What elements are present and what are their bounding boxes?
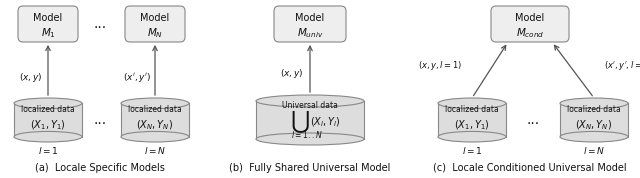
Text: ...: ... <box>527 113 540 127</box>
Text: $l = N$: $l = N$ <box>144 145 166 156</box>
Ellipse shape <box>256 95 364 107</box>
Ellipse shape <box>438 98 506 109</box>
Bar <box>560 103 628 137</box>
Text: ...: ... <box>93 17 107 31</box>
Bar <box>14 103 82 137</box>
Text: ...: ... <box>93 113 107 127</box>
Text: localized data: localized data <box>445 104 499 114</box>
Bar <box>438 103 506 137</box>
Text: Model: Model <box>296 13 324 23</box>
Ellipse shape <box>438 131 506 142</box>
Text: $(X_l, Y_l)$: $(X_l, Y_l)$ <box>310 115 340 129</box>
Text: $M_N$: $M_N$ <box>147 26 163 40</box>
Text: (b)  Fully Shared Universal Model: (b) Fully Shared Universal Model <box>229 163 390 173</box>
Text: (a)  Locale Specific Models: (a) Locale Specific Models <box>35 163 165 173</box>
Ellipse shape <box>14 131 82 142</box>
FancyBboxPatch shape <box>274 6 346 42</box>
Text: $l = 1$: $l = 1$ <box>38 145 58 156</box>
Text: $l = 1$: $l = 1$ <box>461 145 483 156</box>
Text: localized data: localized data <box>567 104 621 114</box>
Text: $(X_N, Y_N)$: $(X_N, Y_N)$ <box>136 118 173 132</box>
Text: $l = N$: $l = N$ <box>583 145 605 156</box>
Text: $(x, y)$: $(x, y)$ <box>280 67 304 80</box>
Ellipse shape <box>256 133 364 145</box>
Ellipse shape <box>121 98 189 109</box>
Ellipse shape <box>560 98 628 109</box>
Text: $\bigcup$: $\bigcup$ <box>290 109 310 135</box>
Bar <box>256 101 364 139</box>
Text: $M_1$: $M_1$ <box>40 26 56 40</box>
Text: (c)  Locale Conditioned Universal Model: (c) Locale Conditioned Universal Model <box>433 163 627 173</box>
FancyBboxPatch shape <box>491 6 569 42</box>
Text: Universal data: Universal data <box>282 101 338 109</box>
Text: localized data: localized data <box>128 104 182 114</box>
FancyBboxPatch shape <box>18 6 78 42</box>
FancyBboxPatch shape <box>125 6 185 42</box>
Ellipse shape <box>560 131 628 142</box>
Text: $l{=}1..N$: $l{=}1..N$ <box>291 130 323 140</box>
Text: $M_{univ}$: $M_{univ}$ <box>297 26 323 40</box>
Text: $(X_1, Y_1)$: $(X_1, Y_1)$ <box>454 118 490 132</box>
Text: $(X_N, Y_N)$: $(X_N, Y_N)$ <box>575 118 612 132</box>
Text: $(x, y)$: $(x, y)$ <box>19 72 43 85</box>
Text: localized data: localized data <box>21 104 75 114</box>
Ellipse shape <box>121 131 189 142</box>
Text: $(x', y')$: $(x', y')$ <box>123 72 151 85</box>
Bar <box>121 103 189 137</box>
Text: $(x', y', l{=}N)$: $(x', y', l{=}N)$ <box>604 59 640 72</box>
Text: $M_{cond}$: $M_{cond}$ <box>516 26 544 40</box>
Text: $(x, y, l{=}1)$: $(x, y, l{=}1)$ <box>418 59 462 72</box>
Text: Model: Model <box>515 13 545 23</box>
Ellipse shape <box>14 98 82 109</box>
Text: Model: Model <box>140 13 170 23</box>
Text: Model: Model <box>33 13 63 23</box>
Text: $(X_1, Y_1)$: $(X_1, Y_1)$ <box>30 118 66 132</box>
